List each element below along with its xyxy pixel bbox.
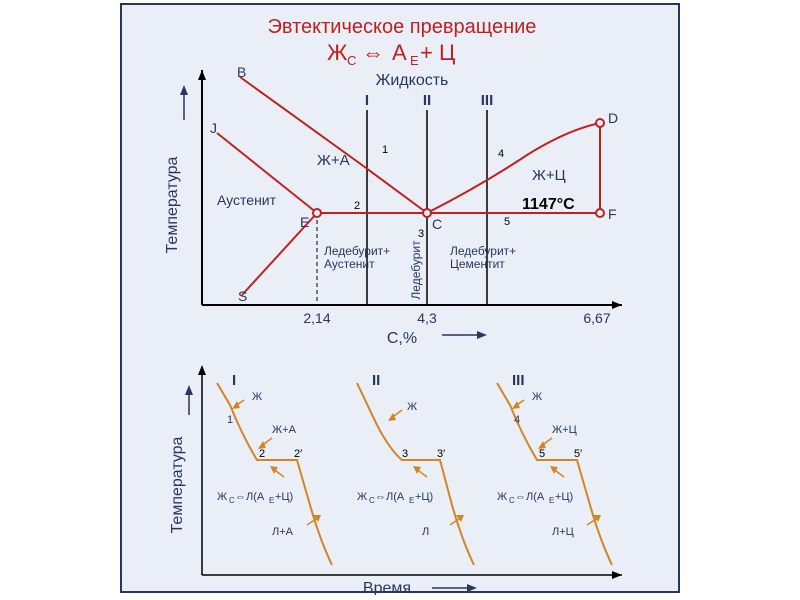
p1-n2p: 2′ [294,448,302,460]
vlabel-3: III [481,92,494,109]
svg-text:E: E [409,496,414,505]
num-1: 1 [382,144,388,156]
pt-S: S [238,288,247,304]
p1-ar3h [270,466,278,474]
vlabel-2: II [423,92,431,109]
svg-text:+Ц): +Ц) [415,491,433,503]
num-3: 3 [418,228,424,240]
reg-zhts: Ж+Ц [532,167,566,184]
panel-2: II Ж 3 3′ Ж C ⇔Л(А E +Ц) Л [357,372,474,565]
diagram-svg: Эвтектическое превращение Ж C ⇔ А E + Ц … [122,5,682,595]
reg-zha: Ж+А [317,152,350,169]
p2-title: II [372,372,380,389]
bot-y-label: Температура [169,436,186,533]
svg-text:⇔Л(А: ⇔Л(А [235,491,265,503]
pt-B: B [237,64,246,80]
p2-zh: Ж [407,401,417,413]
by-arrow2-icon [185,385,193,395]
reg-ledcem: Ледебурит+ Цементит [450,244,520,271]
p1-below: Л+А [272,526,294,538]
p1-zh: Ж [252,391,262,403]
diagram-frame: Эвтектическое превращение Ж C ⇔ А E + Ц … [120,3,680,593]
p2-ar3h [413,466,421,474]
svg-text:⇔Л(А: ⇔Л(А [515,491,545,503]
p1-zha: Ж+А [272,424,297,436]
p2-ar1h [388,413,396,421]
xtick-0: 2,14 [303,310,330,326]
node-E [313,209,321,217]
svg-text:C: C [347,53,356,68]
node-F [596,209,604,217]
svg-text:+Ц): +Ц) [275,491,293,503]
p3-below: Л+Ц [552,526,574,538]
reg-led: Ледебурит [409,240,423,300]
reg-ledaus: Ледебурит+ Аустенит [324,244,394,271]
p3-ar1h [512,401,520,409]
pt-E: E [300,214,309,230]
num-2: 2 [354,200,360,212]
vlabel-1: I [365,92,369,109]
by-arrow-icon [198,365,206,375]
node-C [423,209,431,217]
top-chart: Температура 2,14 4,3 6,67 C,% I II III B [164,64,622,347]
pt-D: D [608,110,618,126]
y-arrow2-icon [180,85,188,95]
top-y-label: Температура [164,156,181,253]
xtick-2: 6,67 [583,310,610,326]
pt-C: C [432,216,442,232]
title: Эвтектическое превращение [268,16,537,38]
p3-title: III [512,372,525,389]
svg-text:Ж: Ж [497,491,507,503]
p1-title: I [232,372,236,389]
p3-ar3h [550,466,558,474]
reg-aus: Аустенит [217,192,277,208]
svg-text:+Ц): +Ц) [555,491,573,503]
bottom-chart: Температура Время I Ж 1 Ж+А 2 2′ Ж [169,365,622,595]
xtick-1: 4,3 [417,310,437,326]
num-4: 4 [498,148,504,160]
svg-text:E: E [269,496,274,505]
bx-arrow2-icon [467,584,477,592]
p1-n1: 1 [227,414,233,426]
p3-reaction: Ж C ⇔Л(А E +Ц) [497,491,573,505]
p2-below: Л [422,526,429,538]
svg-text:⇔Л(А: ⇔Л(А [375,491,405,503]
reg-temp: 1147°C [522,196,575,213]
bx-arrow-icon [612,571,622,579]
panel-3: III Ж 4 Ж+Ц 5 5′ Ж C ⇔Л(А E +Ц) Л+Ц [497,372,612,565]
equation: Ж C ⇔ А E + Ц [327,40,455,68]
top-x-label: C,% [387,330,417,347]
num-5: 5 [504,216,510,228]
svg-text:E: E [410,53,419,68]
pt-F: F [608,206,617,222]
reg-liquid: Жидкость [376,72,449,89]
panel-1: I Ж 1 Ж+А 2 2′ Ж C ⇔Л(А E +Ц) Л+А [217,372,332,565]
p3-n2p: 5′ [574,448,582,460]
svg-text:Ж: Ж [327,40,348,65]
x-arrow2-icon [477,331,487,339]
svg-text:Ж: Ж [357,491,367,503]
p1-ar1h [232,401,240,409]
pt-J: J [210,120,217,136]
x-arrow-icon [612,301,622,309]
p3-n2: 5 [539,448,545,460]
p2-n2p: 3′ [437,448,445,460]
p3-n1: 4 [514,414,520,426]
node-D [596,119,604,127]
p3-zha: Ж+Ц [552,424,577,436]
p1-reaction: Ж C ⇔Л(А E +Ц) [217,491,293,505]
svg-text:А: А [392,40,407,65]
p2-reaction: Ж C ⇔Л(А E +Ц) [357,491,433,505]
bot-x-label: Время [363,580,411,595]
svg-text:E: E [549,496,554,505]
svg-text:+ Ц: + Ц [420,40,455,65]
p2-n2: 3 [402,448,408,460]
svg-text:⇔: ⇔ [362,40,384,65]
p3-zh: Ж [532,391,542,403]
y-arrow-icon [198,70,206,80]
svg-text:Ж: Ж [217,491,227,503]
p1-n2: 2 [259,448,265,460]
